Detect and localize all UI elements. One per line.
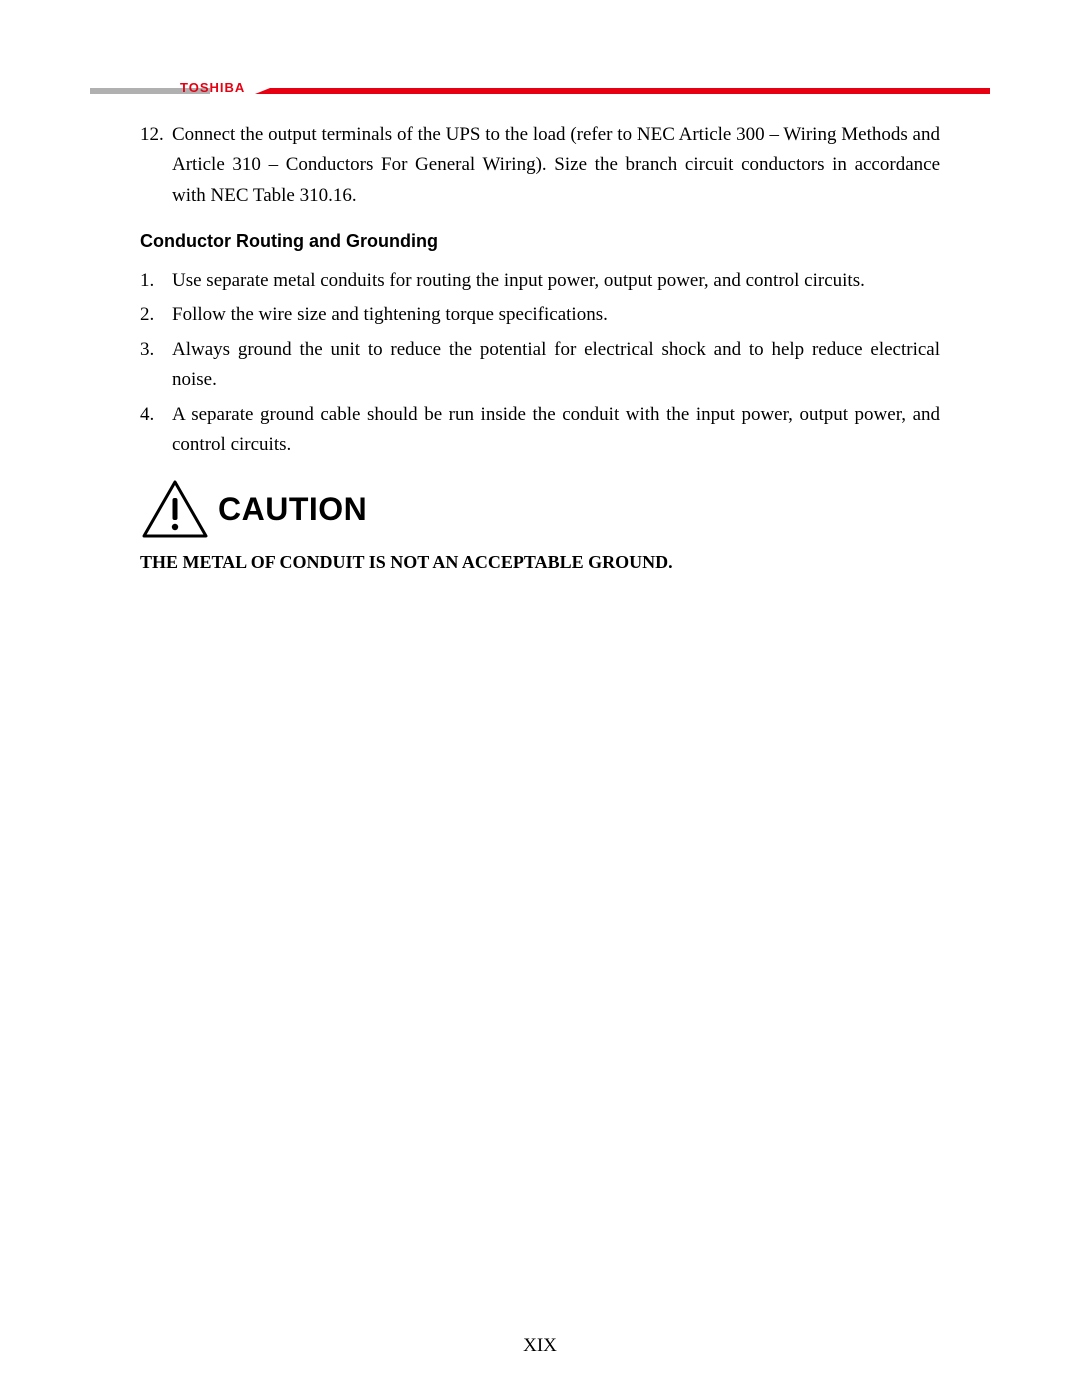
routing-item-1: 1. Use separate metal conduits for routi… — [140, 266, 940, 296]
list-number: 4. — [140, 400, 172, 461]
page-number: XIX — [523, 1335, 557, 1357]
list-number: 3. — [140, 335, 172, 396]
list-text: A separate ground cable should be run in… — [172, 400, 940, 461]
caution-note: THE METAL OF CONDUIT IS NOT AN ACCEPTABL… — [140, 548, 940, 577]
list-number: 12. — [140, 120, 172, 211]
list-text: Connect the output terminals of the UPS … — [172, 120, 940, 211]
caution-triangle-icon — [140, 478, 210, 540]
list-number: 2. — [140, 300, 172, 330]
header-red-bar — [270, 88, 990, 94]
list-text: Use separate metal conduits for routing … — [172, 266, 940, 296]
page-content: 12. Connect the output terminals of the … — [140, 120, 940, 577]
page-header: TOSHIBA — [140, 80, 940, 100]
caution-block: CAUTION — [140, 478, 940, 540]
routing-item-4: 4. A separate ground cable should be run… — [140, 400, 940, 461]
routing-item-3: 3. Always ground the unit to reduce the … — [140, 335, 940, 396]
list-item-12: 12. Connect the output terminals of the … — [140, 120, 940, 211]
routing-item-2: 2. Follow the wire size and tightening t… — [140, 300, 940, 330]
toshiba-logo: TOSHIBA — [180, 80, 245, 95]
list-text: Follow the wire size and tightening torq… — [172, 300, 940, 330]
document-page: TOSHIBA 12. Connect the output terminals… — [0, 0, 1080, 1397]
section-heading: Conductor Routing and Grounding — [140, 227, 940, 256]
caution-label: CAUTION — [218, 484, 367, 535]
list-number: 1. — [140, 266, 172, 296]
list-text: Always ground the unit to reduce the pot… — [172, 335, 940, 396]
